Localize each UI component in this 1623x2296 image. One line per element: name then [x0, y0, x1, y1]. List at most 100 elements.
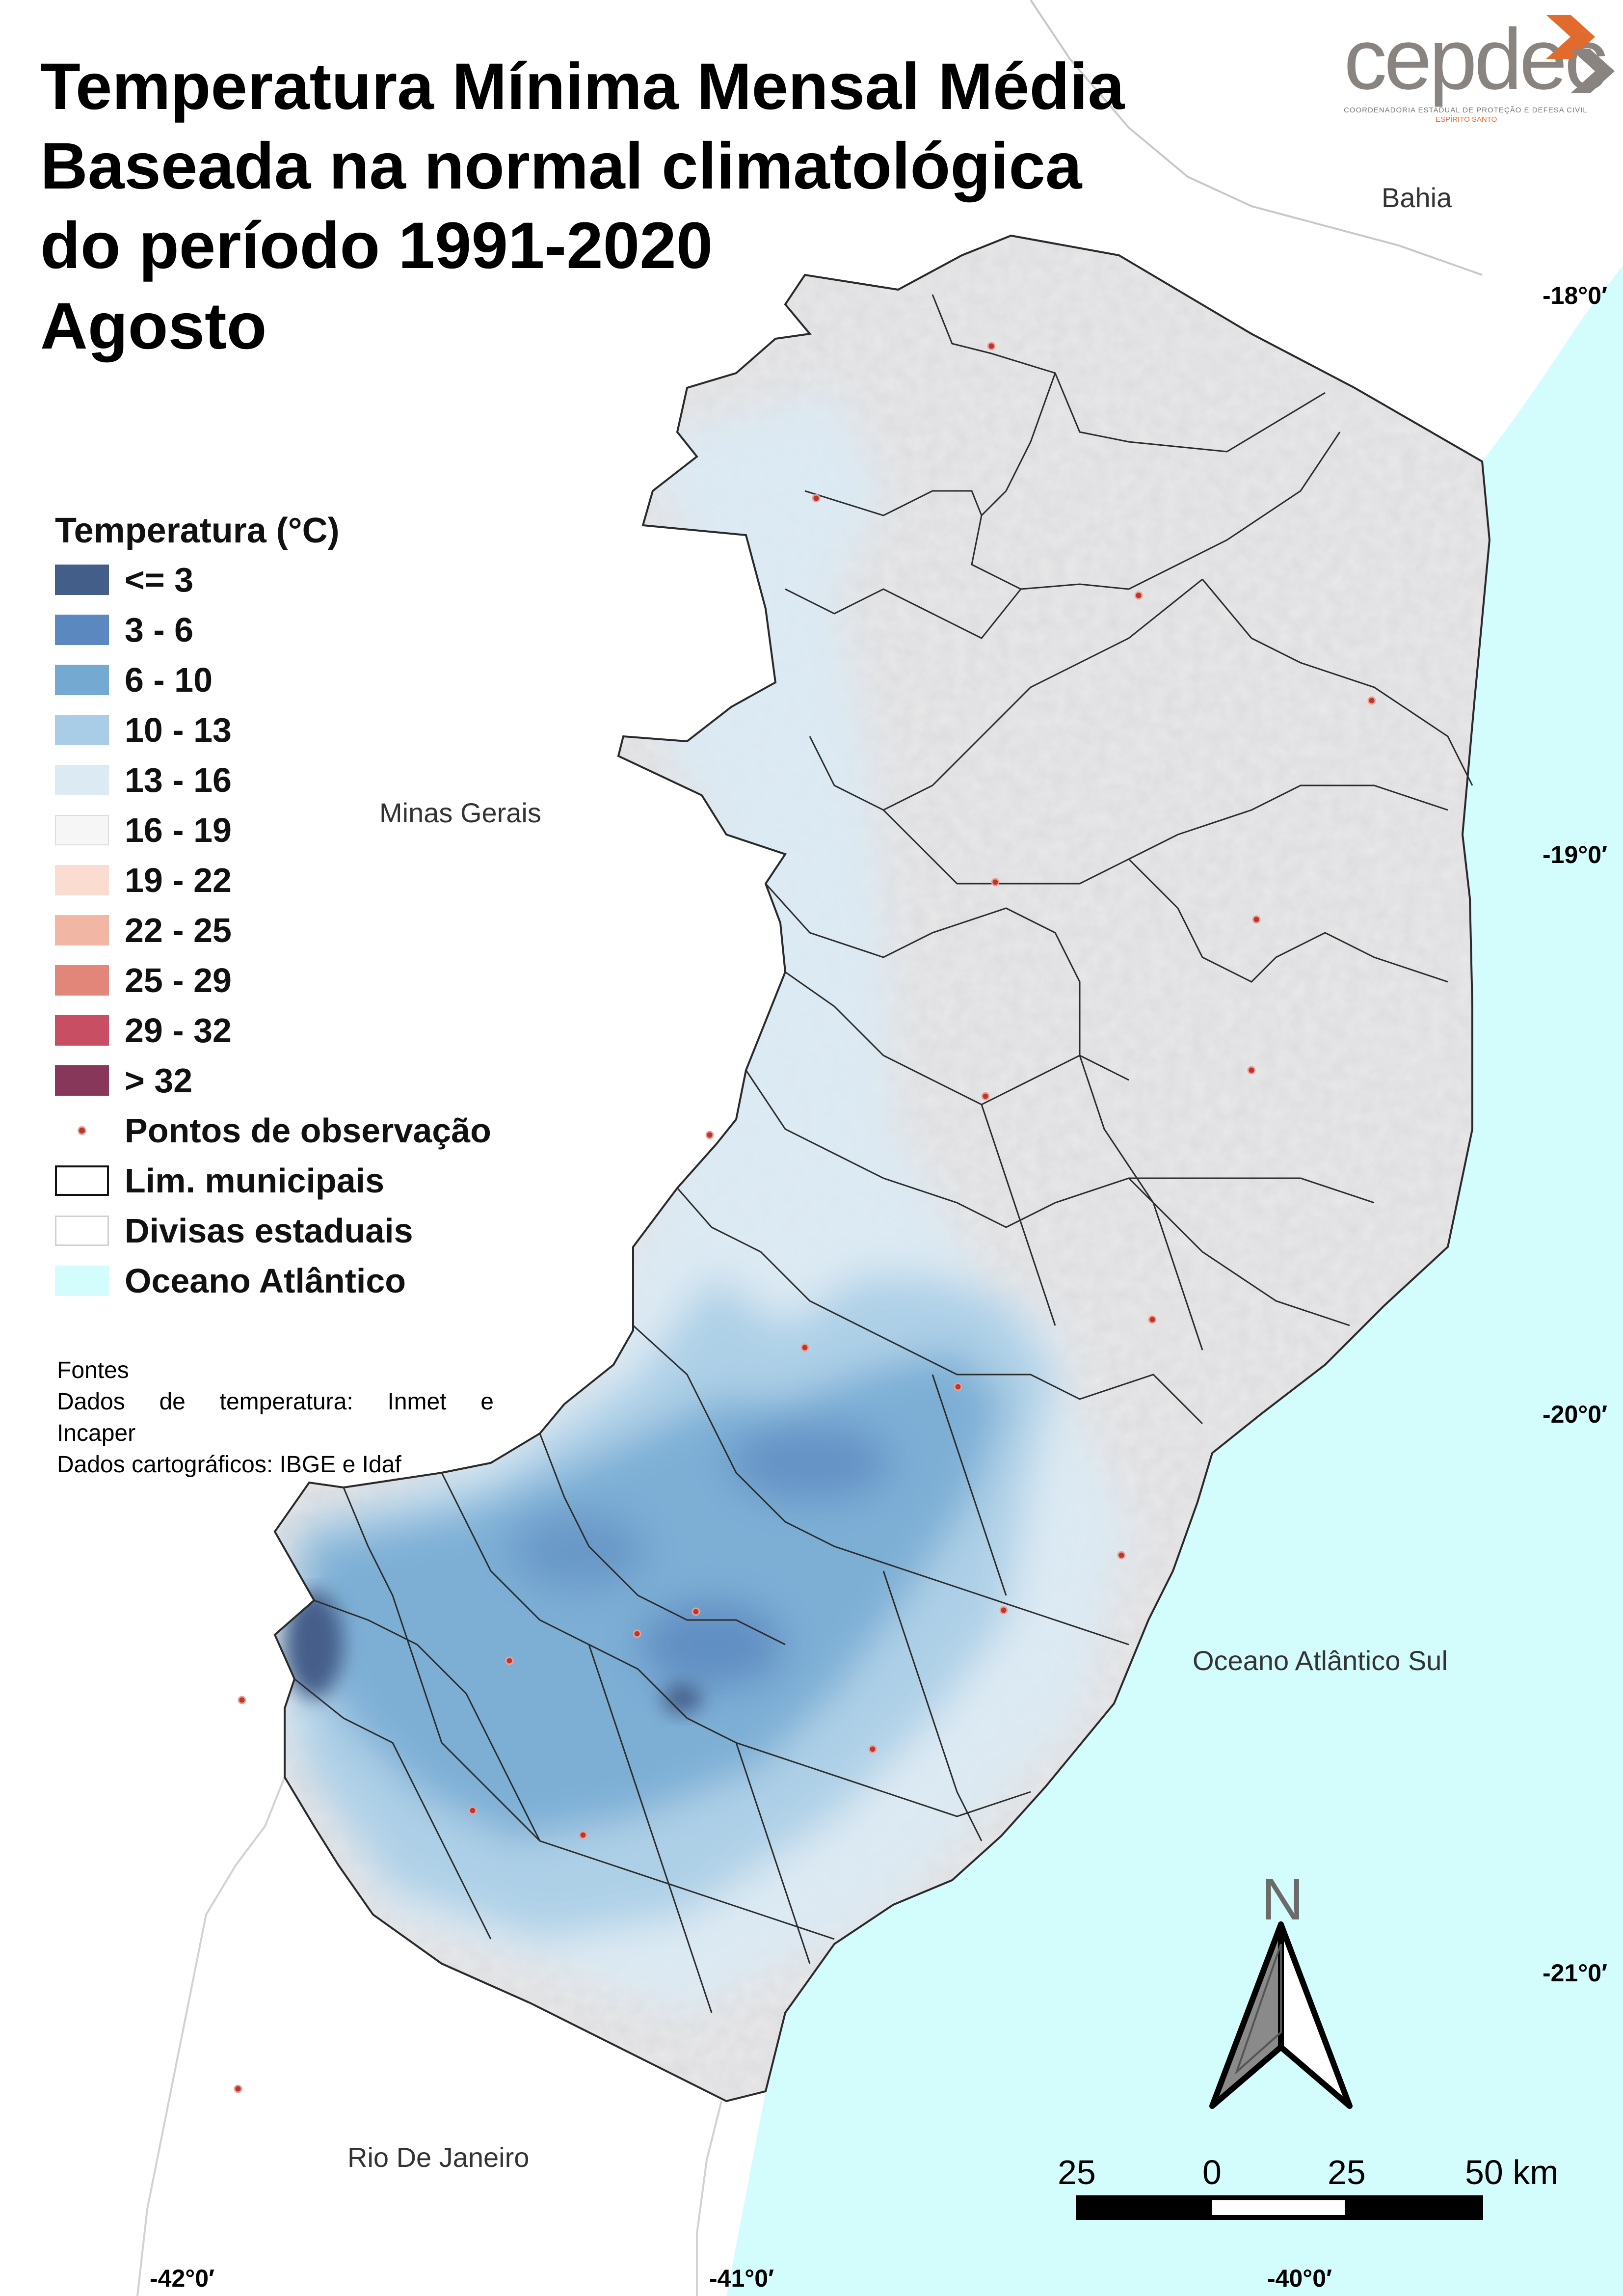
observation-points	[234, 342, 1376, 2093]
coord-lat-20: -20°0′	[1543, 1401, 1608, 1428]
legend-swatch	[55, 665, 109, 695]
map-title-line-1: Temperatura Mínima Mensal Média	[40, 50, 1125, 123]
sources-word: Inmet	[387, 1389, 447, 1415]
legend-label: 6 - 10	[125, 661, 213, 699]
observation-point	[468, 1806, 477, 1815]
legend-swatch	[55, 715, 109, 745]
scale-label-0: 0	[1202, 2153, 1222, 2191]
observation-point	[1252, 915, 1261, 924]
observation-point	[1367, 696, 1376, 705]
label-bahia: Bahia	[1382, 182, 1452, 213]
label-minas-gerais: Minas Gerais	[379, 797, 541, 828]
temp-zone-3-6	[510, 1512, 648, 1591]
observation-point	[812, 494, 821, 503]
legend-label: 3 - 6	[125, 611, 194, 649]
coord-lon-41: -41°0′	[709, 2265, 774, 2292]
observation-point	[1148, 1315, 1157, 1324]
sources-word: e	[480, 1389, 494, 1415]
sources-word: de	[159, 1389, 186, 1415]
coord-lat-18: -18°0′	[1543, 282, 1608, 309]
observation-point	[238, 1696, 246, 1704]
legend-swatch	[55, 865, 109, 895]
map-legend: Temperatura (°C) <= 3 3 - 6 6 - 10 10 - 13 1…	[55, 510, 546, 1306]
legend-item-temperature: <= 3	[55, 555, 546, 605]
observation-point	[999, 1606, 1008, 1615]
north-arrow-icon	[1209, 1921, 1353, 2109]
state-boundary-line	[1030, 0, 1483, 276]
logo-arrow-icon	[1546, 15, 1615, 93]
municipal-boundaries	[294, 294, 1473, 2013]
sources-word: Dados	[57, 1389, 125, 1415]
legend-swatch	[55, 1065, 109, 1096]
legend-swatch	[55, 915, 109, 945]
legend-title: Temperatura (°C)	[55, 511, 340, 550]
observation-point	[800, 1343, 809, 1352]
observation-point	[1247, 1066, 1256, 1075]
observation-point	[692, 1607, 700, 1616]
legend-item-temperature: 6 - 10	[55, 655, 546, 705]
observation-point	[981, 1092, 990, 1101]
state-boundary-line	[696, 2101, 722, 2296]
sources-temperature: Dados de temperatura: Inmet e	[57, 1386, 494, 1418]
label-oceano-atlantico-sul: Oceano Atlântico Sul	[1193, 1645, 1448, 1676]
north-label: N	[1261, 1866, 1304, 1932]
map-title-line-2: Baseada na normal climatológica	[40, 130, 1082, 203]
legend-label: 22 - 25	[125, 911, 232, 949]
sources-block: Fontes Dados de temperatura: Inmet e Incaper…	[57, 1355, 494, 1481]
temp-zone-3-6	[726, 1424, 893, 1502]
legend-item-temperature: 19 - 22	[55, 855, 546, 905]
legend-swatch	[55, 565, 109, 595]
legend-label: 19 - 22	[125, 861, 232, 899]
legend-item-temperature: 10 - 13	[55, 705, 546, 755]
sources-heading: Fontes	[57, 1357, 129, 1383]
cepdec-logo: cepdec COORDENADORIA ESTADUAL DE PROTEÇÃ…	[1335, 10, 1623, 133]
legend-label-ocean: Oceano Atlântico	[125, 1262, 406, 1300]
map-title-month: Agosto	[40, 290, 267, 363]
legend-swatch	[55, 1015, 109, 1046]
scale-label-25-left: 25	[1058, 2153, 1096, 2191]
legend-label-states: Divisas estaduais	[125, 1212, 413, 1250]
coord-lat-19: -19°0′	[1543, 841, 1608, 868]
legend-item-temperature: 25 - 29	[55, 955, 546, 1005]
observation-point	[1117, 1551, 1126, 1560]
ocean-area	[726, 265, 1623, 2296]
legend-item-temperature: 29 - 32	[55, 1005, 546, 1055]
legend-item-municipal: Lim. municipais	[55, 1156, 546, 1206]
legend-swatch	[55, 615, 109, 645]
sources-temperature-cont: Incaper	[57, 1420, 136, 1446]
legend-label: 16 - 19	[125, 811, 232, 849]
observation-point	[954, 1382, 962, 1391]
scale-bar	[1076, 2195, 1483, 2220]
legend-item-states: Divisas estaduais	[55, 1206, 546, 1256]
legend-label: <= 3	[125, 561, 194, 599]
observation-point	[868, 1745, 877, 1754]
legend-swatch	[55, 965, 109, 996]
legend-label-points: Pontos de observação	[125, 1111, 491, 1150]
observation-point	[1134, 591, 1143, 600]
observation-point-icon	[55, 1115, 109, 1146]
legend-label: 10 - 13	[125, 711, 232, 749]
observation-point	[505, 1656, 514, 1665]
logo-state: ESPÍRITO SANTO	[1436, 115, 1497, 124]
temp-zone-3-6	[638, 1600, 785, 1689]
legend-label-municipal: Lim. municipais	[125, 1162, 384, 1200]
legend-item-temperature: 22 - 25	[55, 905, 546, 955]
scale-label-25-right: 25	[1328, 2153, 1366, 2191]
observation-point	[987, 342, 996, 351]
logo-subtitle: COORDENADORIA ESTADUAL DE PROTEÇÃO E DEF…	[1344, 106, 1588, 114]
legend-item-temperature: 16 - 19	[55, 805, 546, 855]
state-boundary-line	[136, 1777, 286, 2296]
state-outline	[273, 234, 1491, 2103]
map-title-line-3: do período 1991-2020	[40, 209, 713, 282]
temp-zone-le-3	[285, 1591, 344, 1699]
state-boundary-swatch	[55, 1216, 109, 1246]
legend-label: 29 - 32	[125, 1011, 232, 1050]
legend-item-temperature: 13 - 16	[55, 755, 546, 805]
legend-classes: <= 3 3 - 6 6 - 10 10 - 13 13 - 16 16 - 19 19 -…	[55, 555, 546, 1106]
observation-point	[234, 2084, 242, 2093]
municipal-boundary-swatch	[55, 1165, 109, 1196]
ocean-swatch	[55, 1266, 109, 1296]
scale-label-50-km: 50 km	[1465, 2153, 1559, 2191]
legend-item-temperature: 3 - 6	[55, 605, 546, 655]
legend-item-points: Pontos de observação	[55, 1106, 546, 1156]
